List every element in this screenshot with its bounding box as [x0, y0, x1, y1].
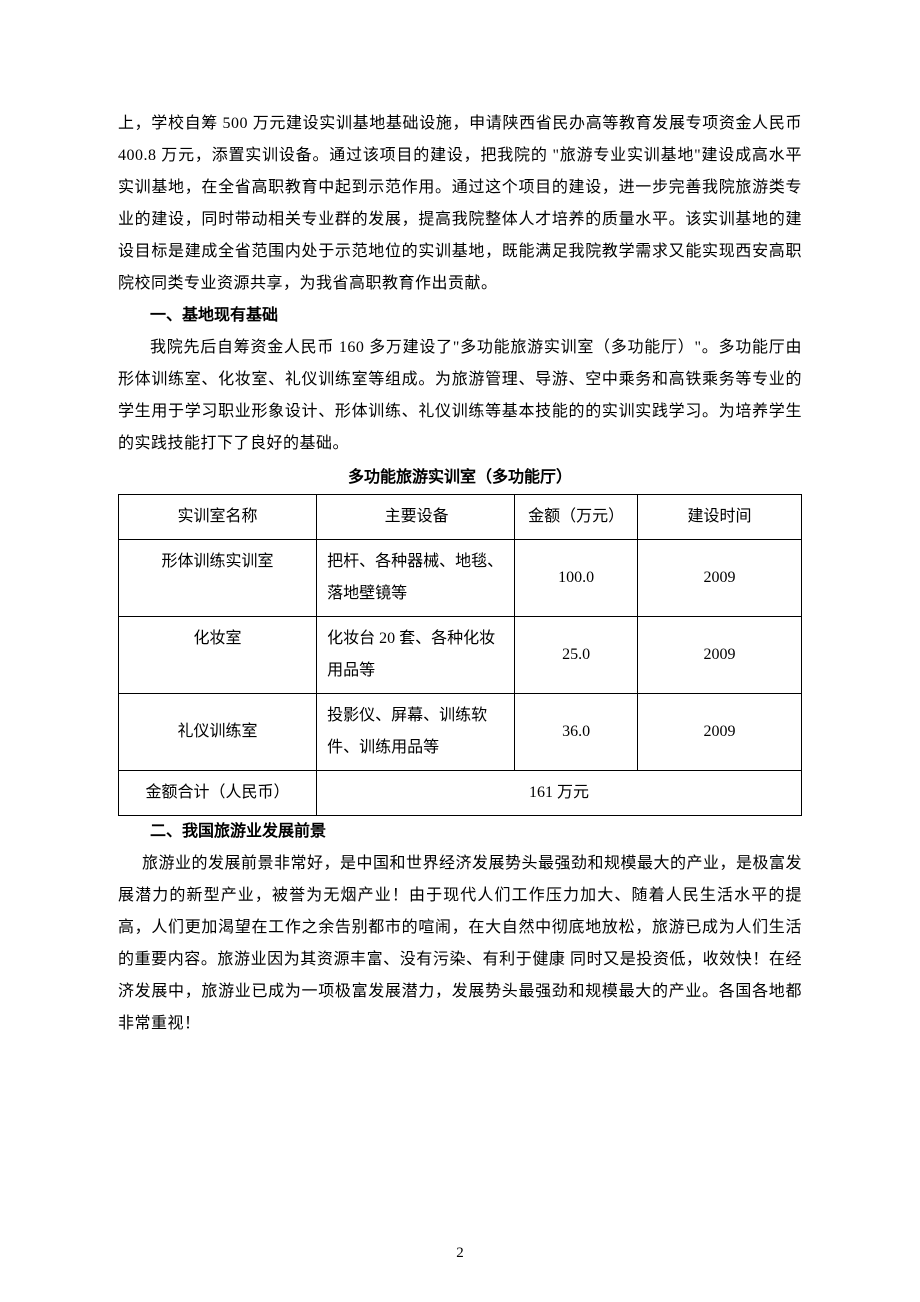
- paragraph-1: 上，学校自筹 500 万元建设实训基地基础设施，申请陕西省民办高等教育发展专项资…: [118, 108, 802, 300]
- col-header-year: 建设时间: [638, 495, 802, 540]
- heading-2: 二、我国旅游业发展前景: [118, 816, 802, 848]
- col-header-name: 实训室名称: [119, 495, 317, 540]
- cell-amount: 25.0: [515, 617, 638, 694]
- paragraph-2: 我院先后自筹资金人民币 160 多万建设了"多功能旅游实训室（多功能厅）"。多功…: [118, 332, 802, 460]
- cell-amount: 36.0: [515, 694, 638, 771]
- cell-amount: 100.0: [515, 540, 638, 617]
- cell-name: 形体训练实训室: [119, 540, 317, 617]
- table-caption: 多功能旅游实训室（多功能厅）: [118, 462, 802, 494]
- cell-equip: 化妆台 20 套、各种化妆用品等: [317, 617, 515, 694]
- total-value: 161 万元: [317, 771, 802, 816]
- cell-year: 2009: [638, 617, 802, 694]
- cell-equip: 投影仪、屏幕、训练软件、训练用品等: [317, 694, 515, 771]
- table-row: 化妆室 化妆台 20 套、各种化妆用品等 25.0 2009: [119, 617, 802, 694]
- cell-year: 2009: [638, 694, 802, 771]
- table-row: 礼仪训练室 投影仪、屏幕、训练软件、训练用品等 36.0 2009: [119, 694, 802, 771]
- col-header-amount: 金额（万元）: [515, 495, 638, 540]
- page-number: 2: [0, 1245, 920, 1262]
- total-label: 金额合计（人民币）: [119, 771, 317, 816]
- cell-name: 礼仪训练室: [119, 694, 317, 771]
- cell-year: 2009: [638, 540, 802, 617]
- col-header-equip: 主要设备: [317, 495, 515, 540]
- heading-1: 一、基地现有基础: [118, 300, 802, 332]
- training-room-table: 实训室名称 主要设备 金额（万元） 建设时间 形体训练实训室 把杆、各种器械、地…: [118, 494, 802, 816]
- cell-equip: 把杆、各种器械、地毯、落地壁镜等: [317, 540, 515, 617]
- table-row: 形体训练实训室 把杆、各种器械、地毯、落地壁镜等 100.0 2009: [119, 540, 802, 617]
- paragraph-3: 旅游业的发展前景非常好，是中国和世界经济发展势头最强劲和规模最大的产业，是极富发…: [118, 848, 802, 1040]
- table-total-row: 金额合计（人民币） 161 万元: [119, 771, 802, 816]
- cell-name: 化妆室: [119, 617, 317, 694]
- table-header-row: 实训室名称 主要设备 金额（万元） 建设时间: [119, 495, 802, 540]
